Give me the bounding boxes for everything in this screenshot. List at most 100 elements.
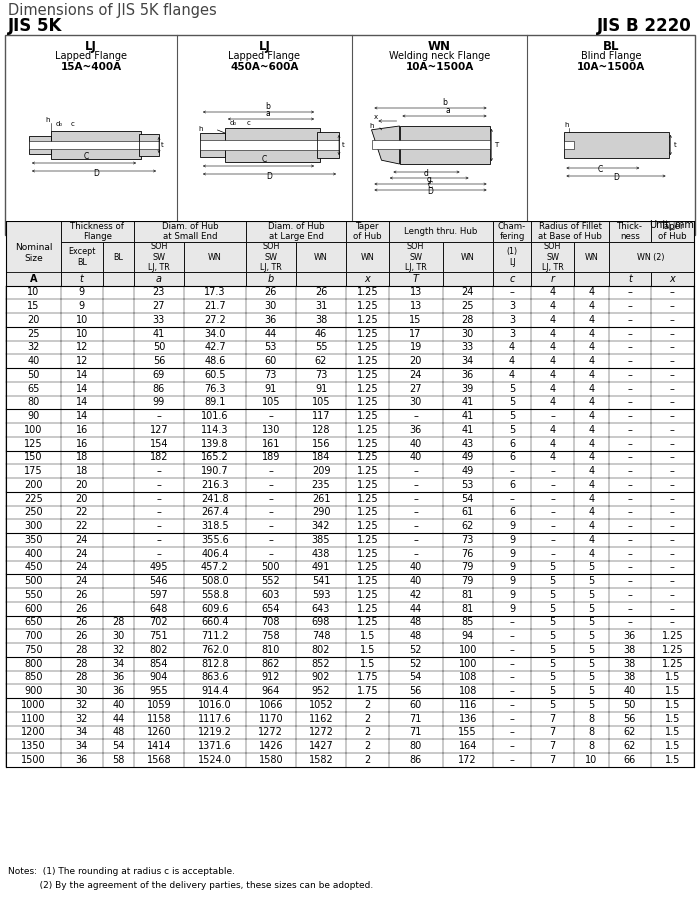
Text: –: – xyxy=(670,315,675,325)
Text: 48: 48 xyxy=(410,632,421,642)
Bar xyxy=(29,141,141,149)
Text: 24: 24 xyxy=(76,549,88,559)
Text: –: – xyxy=(510,632,514,642)
Text: 80: 80 xyxy=(27,398,40,408)
Text: 26: 26 xyxy=(76,617,88,627)
Text: 6: 6 xyxy=(509,508,515,518)
Text: 125: 125 xyxy=(25,439,43,449)
Text: WN: WN xyxy=(584,253,598,261)
Text: 49: 49 xyxy=(461,466,474,476)
Text: 38: 38 xyxy=(315,315,327,325)
Text: 50: 50 xyxy=(27,369,40,379)
Text: –: – xyxy=(670,342,675,352)
Text: 863.6: 863.6 xyxy=(201,672,229,682)
Text: 34: 34 xyxy=(461,356,474,366)
Text: –: – xyxy=(413,549,418,559)
Text: 189: 189 xyxy=(262,452,280,462)
Text: 660.4: 660.4 xyxy=(201,617,229,627)
Text: 41: 41 xyxy=(461,425,474,435)
Bar xyxy=(651,221,694,242)
Text: 9: 9 xyxy=(509,590,515,600)
Text: 1.25: 1.25 xyxy=(356,480,378,490)
Text: 1.25: 1.25 xyxy=(356,439,378,449)
Text: 748: 748 xyxy=(312,632,330,642)
Text: Lapped Flange: Lapped Flange xyxy=(228,51,300,61)
Text: –: – xyxy=(670,508,675,518)
Text: 55: 55 xyxy=(315,342,328,352)
Text: 50: 50 xyxy=(624,700,636,710)
Text: BL: BL xyxy=(603,40,620,53)
Text: 155: 155 xyxy=(458,727,477,737)
Text: –: – xyxy=(627,576,632,586)
Text: 34.0: 34.0 xyxy=(204,329,225,339)
Text: 12: 12 xyxy=(76,342,88,352)
Text: 702: 702 xyxy=(150,617,168,627)
Text: 5: 5 xyxy=(550,576,556,586)
Text: –: – xyxy=(510,617,514,627)
Text: –: – xyxy=(670,603,675,613)
Text: 8: 8 xyxy=(588,727,594,737)
Text: 13: 13 xyxy=(410,301,421,311)
Text: 164: 164 xyxy=(458,741,477,751)
Text: 4: 4 xyxy=(509,369,515,379)
Text: 225: 225 xyxy=(24,493,43,503)
Text: 100: 100 xyxy=(458,659,477,669)
Text: 28: 28 xyxy=(76,645,88,655)
Text: –: – xyxy=(627,288,632,298)
Text: 30: 30 xyxy=(461,329,474,339)
Text: –: – xyxy=(550,493,555,503)
Text: x: x xyxy=(374,114,377,120)
Text: 66: 66 xyxy=(624,755,636,765)
Text: –: – xyxy=(157,535,162,545)
Text: 150: 150 xyxy=(25,452,43,462)
Text: Radius of Fillet
at Base of Hub: Radius of Fillet at Base of Hub xyxy=(538,222,602,241)
Text: 508.0: 508.0 xyxy=(201,576,229,586)
Bar xyxy=(6,396,694,410)
Text: 1117.6: 1117.6 xyxy=(198,713,232,723)
Text: Taper
of Hub: Taper of Hub xyxy=(658,222,687,241)
Text: 4: 4 xyxy=(588,342,594,352)
Text: –: – xyxy=(510,659,514,669)
Text: 128: 128 xyxy=(312,425,330,435)
Text: 5: 5 xyxy=(550,603,556,613)
Text: –: – xyxy=(413,480,418,490)
Bar xyxy=(246,221,346,242)
Text: 1.5: 1.5 xyxy=(360,659,375,669)
Bar xyxy=(6,423,694,437)
Text: 4: 4 xyxy=(588,288,594,298)
Bar xyxy=(6,643,694,657)
Bar xyxy=(6,671,694,684)
Bar xyxy=(6,615,694,629)
Text: 4: 4 xyxy=(550,288,556,298)
Bar xyxy=(6,657,694,671)
Text: 4: 4 xyxy=(550,452,556,462)
Text: 27: 27 xyxy=(153,301,165,311)
Text: 116: 116 xyxy=(458,700,477,710)
Text: 46: 46 xyxy=(315,329,327,339)
Text: c: c xyxy=(247,120,251,126)
Text: 86: 86 xyxy=(153,384,165,394)
Bar xyxy=(6,340,694,354)
Text: t: t xyxy=(342,142,344,148)
Text: 4: 4 xyxy=(509,342,515,352)
Text: 4: 4 xyxy=(588,508,594,518)
Bar xyxy=(493,221,531,242)
Text: 62: 62 xyxy=(624,727,636,737)
Text: Lapped Flange: Lapped Flange xyxy=(55,51,127,61)
Bar xyxy=(200,133,225,157)
Text: 1.25: 1.25 xyxy=(356,576,378,586)
Text: 4: 4 xyxy=(588,452,594,462)
Text: 6: 6 xyxy=(509,439,515,449)
Text: 38: 38 xyxy=(624,672,636,682)
Text: 5: 5 xyxy=(588,603,594,613)
Text: SOH
SW
LJ, TR: SOH SW LJ, TR xyxy=(260,242,281,272)
Text: 28: 28 xyxy=(461,315,474,325)
Bar xyxy=(6,533,694,547)
Bar xyxy=(442,272,493,286)
Text: 5: 5 xyxy=(550,700,556,710)
Text: –: – xyxy=(627,562,632,572)
Text: 36: 36 xyxy=(112,686,125,696)
Text: 9: 9 xyxy=(509,549,515,559)
Text: 44: 44 xyxy=(112,713,125,723)
Text: 1.5: 1.5 xyxy=(664,741,680,751)
